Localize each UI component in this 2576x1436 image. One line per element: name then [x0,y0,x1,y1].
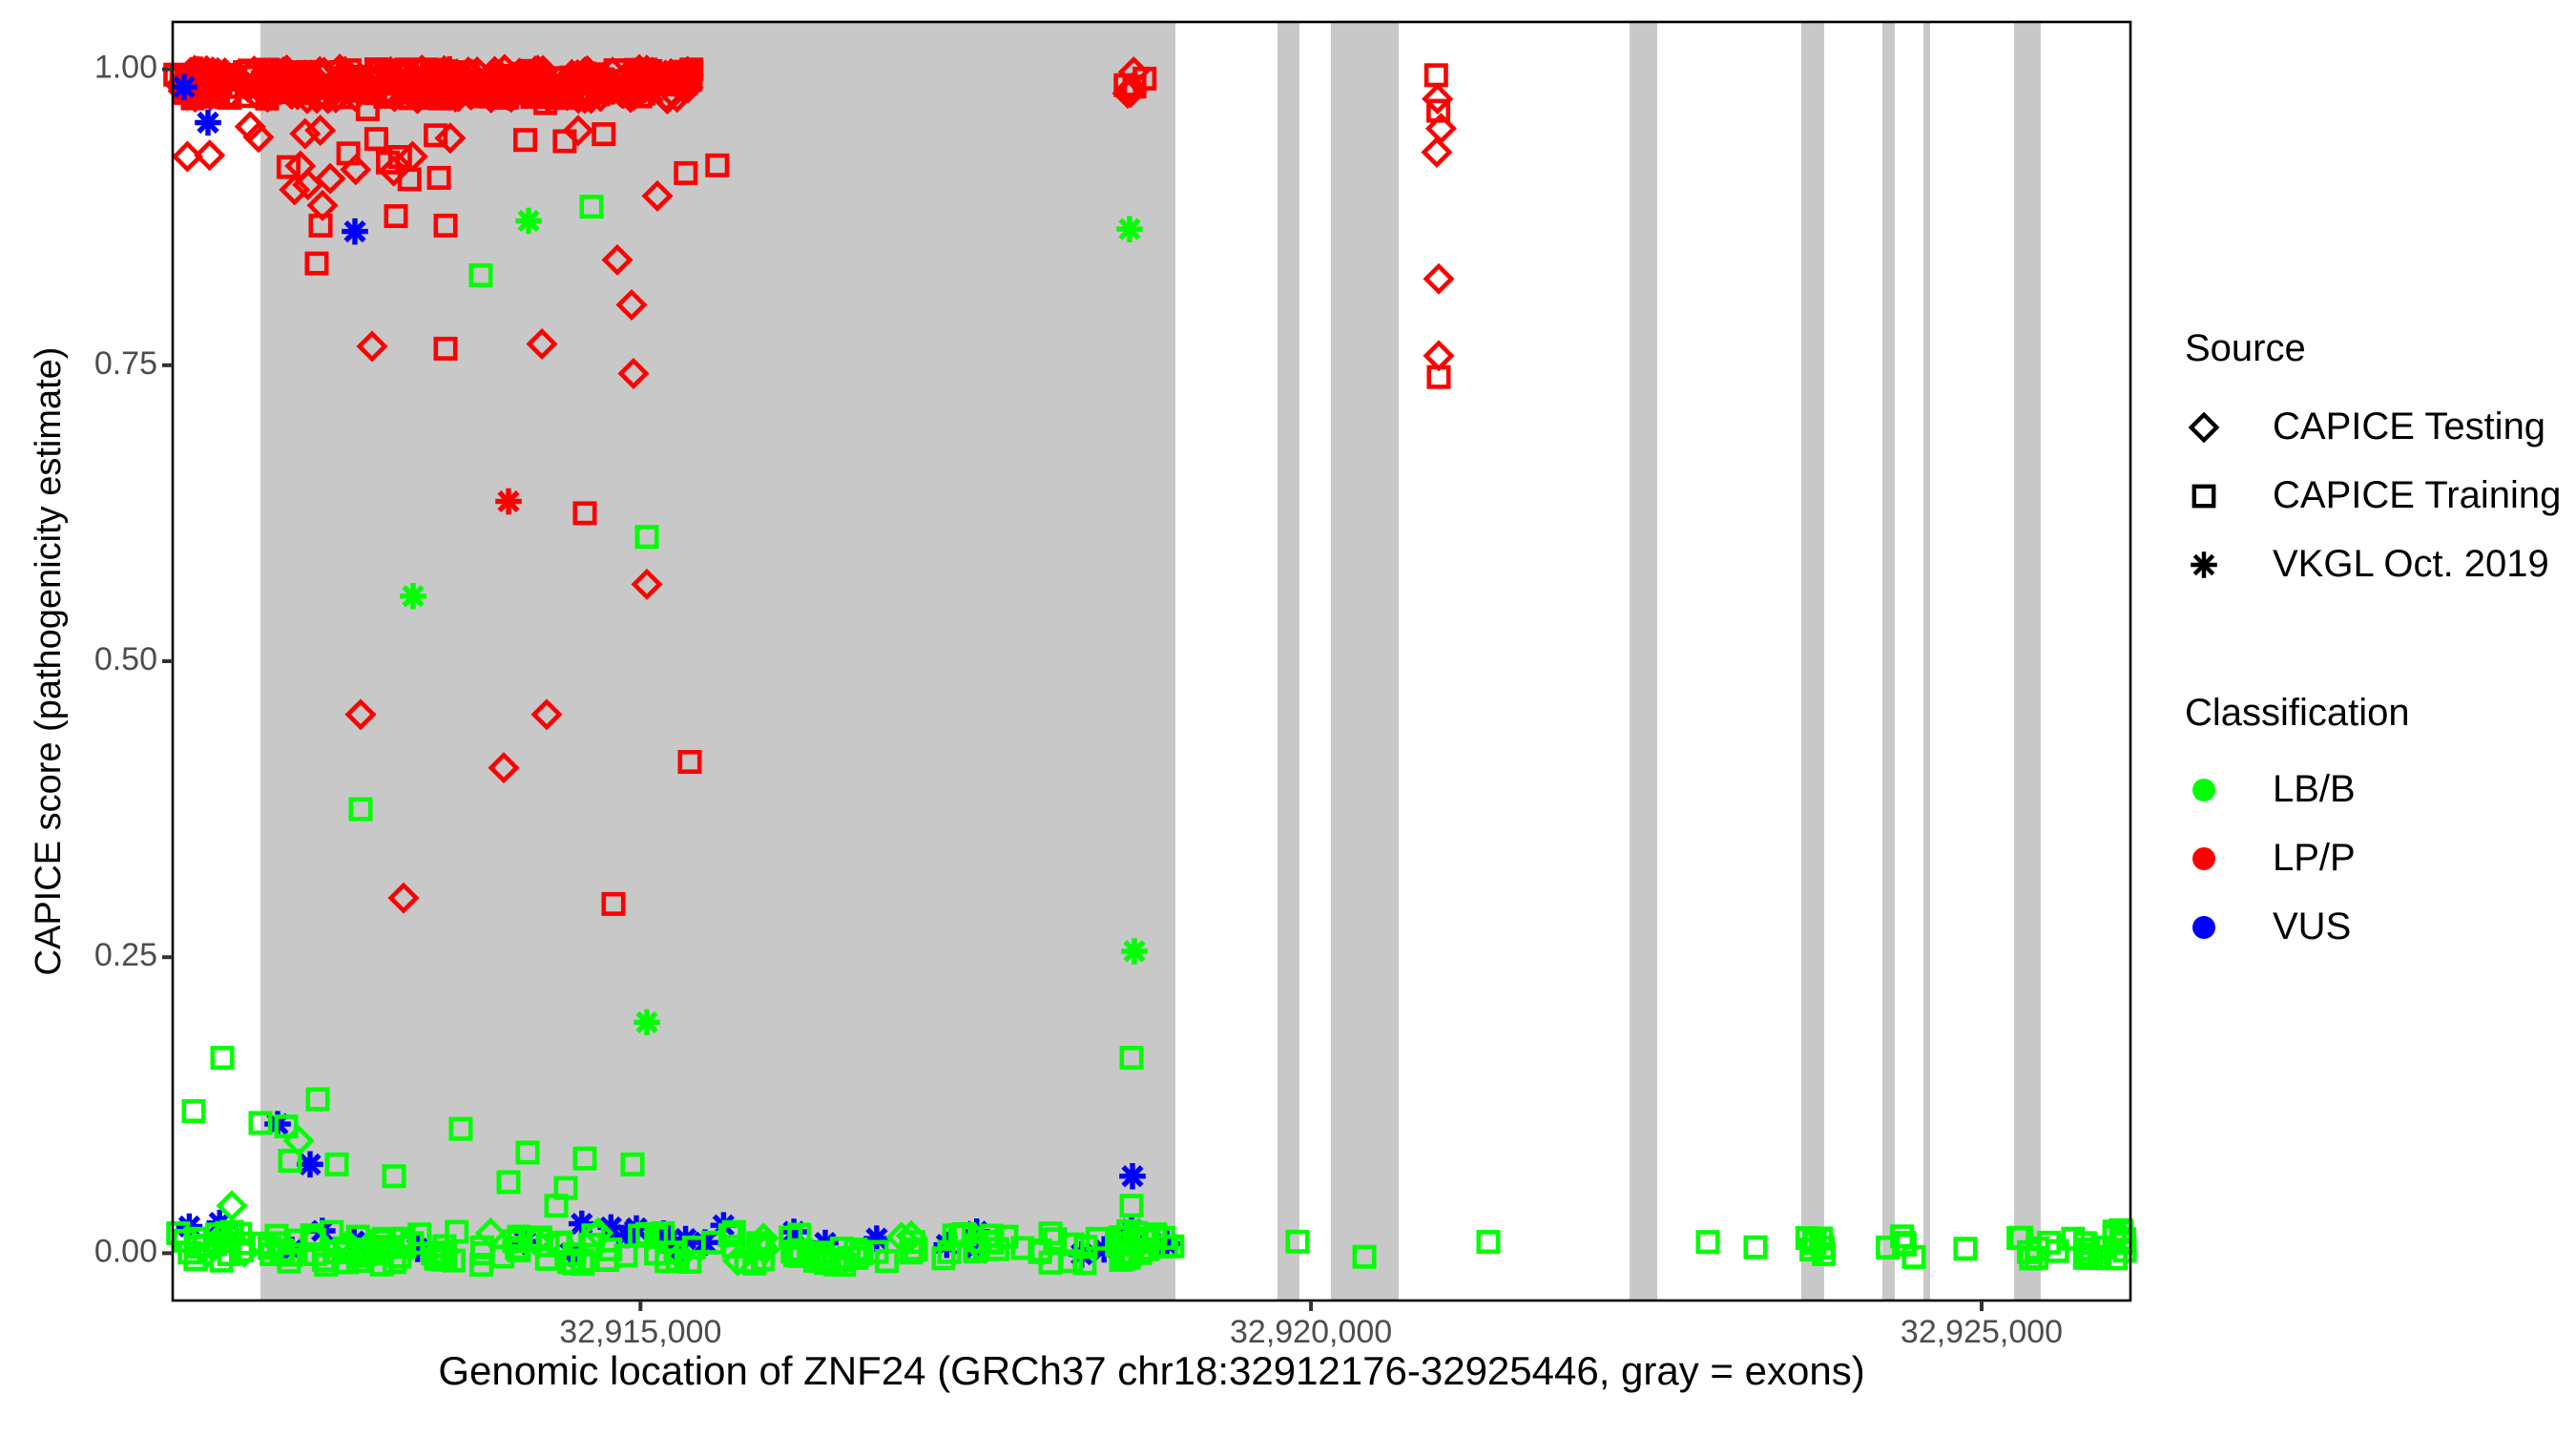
svg-text:0.00: 0.00 [94,1233,157,1269]
svg-text:LB/B: LB/B [2273,768,2356,810]
svg-text:1.00: 1.00 [94,50,157,86]
svg-text:VKGL Oct. 2019: VKGL Oct. 2019 [2273,543,2549,585]
svg-text:CAPICE Testing: CAPICE Testing [2273,406,2545,447]
svg-text:LP/P: LP/P [2273,837,2356,879]
svg-text:32,920,000: 32,920,000 [1230,1314,1392,1350]
svg-text:CAPICE Training: CAPICE Training [2273,474,2561,516]
svg-text:32,915,000: 32,915,000 [559,1314,721,1350]
svg-text:0.75: 0.75 [94,345,157,382]
svg-text:Classification: Classification [2185,692,2410,734]
svg-text:Source: Source [2185,327,2306,369]
svg-text:0.25: 0.25 [94,937,157,973]
svg-text:32,925,000: 32,925,000 [1901,1314,2063,1350]
svg-text:0.50: 0.50 [94,641,157,677]
svg-text:VUS: VUS [2273,905,2351,947]
